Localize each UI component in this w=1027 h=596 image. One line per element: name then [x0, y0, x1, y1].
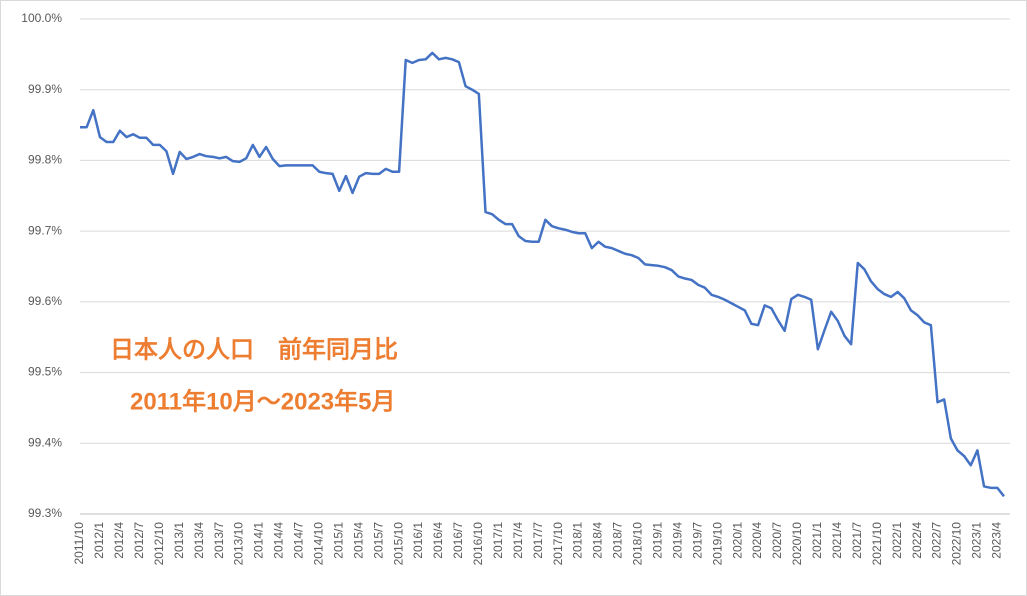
- x-tick-label: 2018/7: [611, 522, 625, 559]
- x-tick-label: 2017/4: [511, 522, 525, 559]
- x-tick-label: 2014/4: [272, 522, 286, 559]
- y-tick-label: 99.6%: [28, 294, 62, 308]
- x-tick-label: 2023/1: [970, 522, 984, 559]
- x-tick-label: 2017/7: [531, 522, 545, 559]
- y-tick-label: 99.9%: [28, 82, 62, 96]
- x-tick-label: 2021/7: [850, 522, 864, 559]
- x-tick-label: 2021/4: [830, 522, 844, 559]
- x-tick-label: 2015/4: [351, 522, 365, 559]
- y-tick-label: 100.0%: [21, 11, 62, 25]
- x-tick-label: 2017/10: [551, 522, 565, 566]
- x-tick-label: 2020/4: [750, 522, 764, 559]
- x-tick-label: 2016/4: [431, 522, 445, 559]
- x-tick-label: 2022/7: [930, 522, 944, 559]
- y-tick-label: 99.8%: [28, 153, 62, 167]
- x-tick-label: 2017/1: [491, 522, 505, 559]
- x-tick-label: 2020/1: [730, 522, 744, 559]
- x-tick-label: 2014/10: [311, 522, 325, 566]
- x-tick-label: 2022/1: [890, 522, 904, 559]
- x-tick-label: 2014/1: [252, 522, 266, 559]
- x-tick-label: 2021/10: [870, 522, 884, 566]
- y-tick-label: 99.5%: [28, 365, 62, 379]
- x-tick-label: 2022/10: [950, 522, 964, 566]
- x-tick-label: 2014/7: [292, 522, 306, 559]
- x-tick-label: 2012/4: [112, 522, 126, 559]
- x-tick-label: 2013/1: [172, 522, 186, 559]
- x-tick-label: 2019/7: [690, 522, 704, 559]
- x-tick-label: 2015/1: [331, 522, 345, 559]
- x-tick-label: 2019/1: [651, 522, 665, 559]
- x-tick-label: 2020/10: [790, 522, 804, 566]
- x-tick-label: 2012/1: [92, 522, 106, 559]
- x-tick-label: 2016/10: [471, 522, 485, 566]
- x-tick-label: 2023/4: [990, 522, 1004, 559]
- x-tick-label: 2013/7: [212, 522, 226, 559]
- x-tick-label: 2012/10: [152, 522, 166, 566]
- x-tick-label: 2016/7: [451, 522, 465, 559]
- x-tick-label: 2022/4: [910, 522, 924, 559]
- x-tick-label: 2013/4: [192, 522, 206, 559]
- x-tick-label: 2012/7: [132, 522, 146, 559]
- x-tick-label: 2020/7: [770, 522, 784, 559]
- x-tick-label: 2018/4: [591, 522, 605, 559]
- x-tick-label: 2019/4: [670, 522, 684, 559]
- y-tick-label: 99.4%: [28, 435, 62, 449]
- y-tick-label: 99.7%: [28, 223, 62, 237]
- x-tick-label: 2018/10: [631, 522, 645, 566]
- x-tick-label: 2016/1: [411, 522, 425, 559]
- annotation: 日本人の人口 前年同月比: [110, 335, 398, 363]
- annotation: 2011年10月～2023年5月: [130, 387, 396, 415]
- x-tick-label: 2019/10: [710, 522, 724, 566]
- x-tick-label: 2013/10: [232, 522, 246, 566]
- y-tick-label: 99.3%: [28, 506, 62, 520]
- data-line: [80, 51, 1005, 498]
- x-tick-label: 2015/7: [371, 522, 385, 559]
- x-tick-label: 2011/10: [72, 522, 86, 565]
- x-tick-label: 2018/1: [571, 522, 585, 559]
- x-tick-label: 2021/1: [810, 522, 824, 559]
- x-tick-label: 2015/10: [391, 522, 405, 566]
